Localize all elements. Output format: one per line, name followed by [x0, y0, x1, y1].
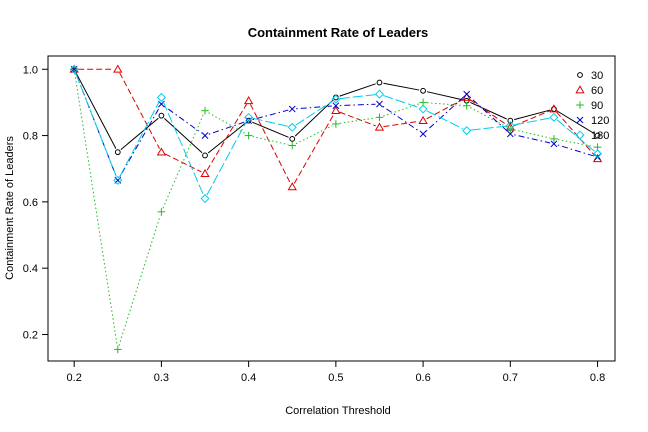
data-point-120: [288, 105, 296, 113]
data-point-90: [113, 345, 122, 354]
data-point-180: [505, 121, 515, 131]
y-tick-label: 1.0: [23, 64, 38, 76]
legend-label: 30: [591, 70, 603, 82]
legend-label: 180: [591, 130, 609, 142]
data-point-90: [157, 208, 166, 216]
data-point-120: [419, 130, 427, 138]
series-line-30: [75, 72, 595, 154]
series-60: [69, 64, 603, 191]
series-line-60: [78, 68, 596, 184]
data-point-120: [506, 130, 514, 138]
data-point-60: [374, 122, 385, 131]
legend-marker-30: [577, 72, 583, 78]
x-tick-label: 0.2: [67, 372, 82, 384]
data-point-60: [549, 104, 559, 113]
data-point-180: [69, 64, 79, 74]
data-point-30: [594, 132, 601, 139]
x-tick-label: 0.6: [415, 372, 430, 384]
series-line-90: [74, 73, 594, 346]
data-point-60: [156, 147, 167, 156]
series-30: [71, 66, 601, 159]
chart-title: Containment Rate of Leaders: [248, 25, 429, 40]
data-point-180: [244, 112, 254, 122]
y-tick-label: 0.6: [23, 197, 38, 209]
x-tick-label: 0.7: [503, 372, 518, 384]
data-point-180: [331, 94, 341, 104]
legend-item-30: 30: [577, 70, 603, 82]
data-point-180: [156, 92, 166, 102]
data-point-120: [463, 90, 471, 98]
legend-item-180: 180: [575, 130, 609, 142]
data-point-30: [420, 87, 426, 94]
series-layer: [69, 64, 603, 354]
legend-item-90: 90: [576, 100, 603, 112]
data-point-30: [202, 152, 208, 159]
y-tick-label: 0.8: [23, 131, 38, 143]
y-axis: 0.2 0.4 0.6 0.8 1.0: [23, 64, 48, 341]
data-point-30: [289, 135, 296, 142]
data-point-90: [550, 135, 558, 143]
series-90: [70, 65, 602, 354]
legend-item-60: 60: [575, 85, 603, 97]
data-point-180: [113, 175, 123, 185]
data-point-60: [287, 182, 297, 191]
legend-marker-60: [575, 85, 585, 94]
x-axis-label: Correlation Threshold: [285, 405, 391, 417]
data-point-90: [288, 141, 297, 150]
data-point-90: [244, 131, 253, 140]
legend-marker-90: [576, 101, 584, 109]
data-point-30: [158, 112, 165, 119]
data-point-60: [200, 168, 210, 178]
y-axis-label: Containment Rate of Leaders: [4, 136, 16, 280]
data-point-60: [462, 92, 472, 101]
x-tick-label: 0.5: [328, 372, 343, 384]
data-point-180: [374, 89, 384, 99]
data-point-180: [462, 126, 472, 136]
legend-label: 120: [591, 115, 609, 127]
data-point-60: [592, 153, 603, 163]
data-point-30: [245, 117, 252, 124]
data-point-120: [332, 102, 340, 110]
data-point-30: [376, 79, 383, 86]
data-point-90: [332, 120, 340, 128]
x-tick-label: 0.8: [590, 372, 605, 384]
data-point-90: [462, 101, 471, 110]
data-point-60: [331, 105, 341, 115]
data-point-60: [113, 64, 123, 73]
data-point-180: [287, 122, 297, 132]
data-point-30: [114, 149, 121, 156]
legend-label: 60: [591, 85, 603, 97]
plot-frame: [47, 55, 616, 362]
legend-marker-180: [575, 130, 585, 140]
x-tick-label: 0.3: [154, 372, 169, 384]
data-point-120: [550, 140, 558, 148]
series-line-180: [75, 72, 595, 196]
data-point-180: [418, 104, 428, 114]
legend-label: 90: [591, 100, 603, 112]
x-tick-label: 0.4: [241, 372, 256, 384]
data-point-180: [549, 112, 559, 122]
data-point-180: [593, 149, 603, 159]
series-line-120: [75, 72, 594, 178]
data-point-60: [418, 115, 428, 124]
y-tick-label: 0.2: [23, 329, 38, 341]
data-point-90: [201, 106, 209, 115]
y-tick-label: 0.4: [23, 263, 38, 275]
data-point-60: [243, 95, 254, 105]
data-point-120: [201, 132, 209, 139]
data-point-180: [200, 194, 210, 204]
legend-item-120: 120: [576, 115, 609, 127]
data-point-120: [376, 100, 383, 108]
legend-marker-120: [576, 116, 584, 124]
data-point-90: [375, 113, 384, 122]
x-axis: 0.2 0.3 0.4 0.5 0.6 0.7 0.8: [67, 361, 605, 384]
series-180: [69, 64, 603, 204]
legend: 30 60 90 120 180: [575, 70, 609, 142]
